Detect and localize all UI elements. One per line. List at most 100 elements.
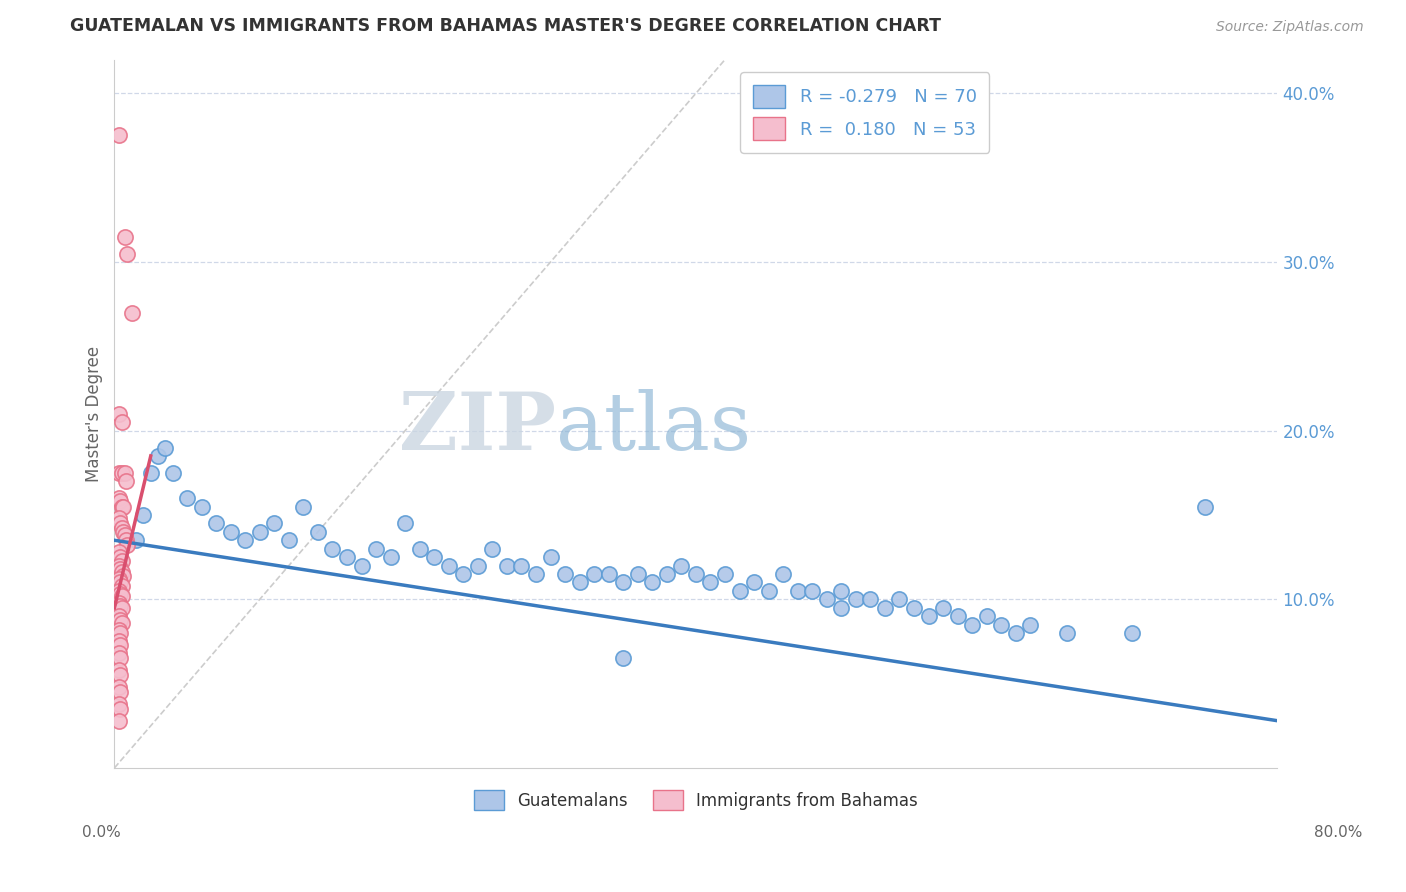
Text: 80.0%: 80.0%	[1315, 825, 1362, 839]
Point	[107, 545, 129, 559]
Point	[249, 524, 271, 539]
Point	[107, 646, 129, 660]
Point	[467, 558, 489, 573]
Point	[772, 566, 794, 581]
Point	[277, 533, 299, 548]
Point	[845, 592, 868, 607]
Point	[219, 524, 242, 539]
Point	[111, 500, 134, 514]
Point	[107, 714, 129, 728]
Point	[107, 558, 129, 573]
Point	[394, 516, 416, 531]
Point	[1194, 500, 1216, 514]
Point	[110, 626, 132, 640]
Point	[437, 558, 460, 573]
Point	[990, 617, 1012, 632]
Point	[110, 685, 132, 699]
Point	[976, 609, 998, 624]
Point	[110, 638, 132, 652]
Point	[307, 524, 329, 539]
Point	[107, 491, 129, 505]
Point	[110, 599, 132, 613]
Point	[139, 466, 162, 480]
Point	[205, 516, 228, 531]
Point	[107, 596, 129, 610]
Point	[685, 566, 707, 581]
Point	[110, 702, 132, 716]
Point	[107, 511, 129, 525]
Y-axis label: Master's Degree: Master's Degree	[86, 346, 103, 482]
Point	[321, 541, 343, 556]
Point	[107, 623, 129, 637]
Point	[121, 305, 143, 319]
Point	[110, 613, 132, 627]
Point	[114, 528, 136, 542]
Point	[728, 583, 751, 598]
Point	[110, 550, 132, 565]
Point	[960, 617, 983, 632]
Point	[786, 583, 808, 598]
Point	[1056, 626, 1078, 640]
Point	[112, 500, 135, 514]
Point	[110, 562, 132, 576]
Point	[801, 583, 824, 598]
Point	[190, 500, 212, 514]
Point	[110, 575, 132, 590]
Point	[107, 697, 129, 711]
Text: Source: ZipAtlas.com: Source: ZipAtlas.com	[1216, 21, 1364, 34]
Point	[112, 568, 135, 582]
Point	[453, 566, 475, 581]
Point	[917, 609, 939, 624]
Point	[107, 407, 129, 421]
Point	[176, 491, 198, 505]
Point	[714, 566, 737, 581]
Point	[758, 583, 780, 598]
Text: GUATEMALAN VS IMMIGRANTS FROM BAHAMAS MASTER'S DEGREE CORRELATION CHART: GUATEMALAN VS IMMIGRANTS FROM BAHAMAS MA…	[70, 17, 941, 35]
Point	[1019, 617, 1042, 632]
Point	[110, 668, 132, 682]
Point	[117, 246, 139, 260]
Text: atlas: atlas	[557, 389, 751, 467]
Point	[350, 558, 373, 573]
Point	[107, 609, 129, 624]
Point	[655, 566, 678, 581]
Point	[699, 575, 721, 590]
Point	[110, 651, 132, 665]
Point	[111, 566, 134, 580]
Point	[107, 634, 129, 648]
Point	[510, 558, 533, 573]
Point	[155, 441, 177, 455]
Point	[671, 558, 693, 573]
Point	[409, 541, 432, 556]
Point	[932, 600, 955, 615]
Point	[111, 615, 134, 630]
Point	[110, 516, 132, 531]
Point	[107, 680, 129, 694]
Point	[107, 583, 129, 598]
Point	[946, 609, 969, 624]
Point	[641, 575, 664, 590]
Point	[423, 550, 446, 565]
Point	[233, 533, 256, 548]
Point	[114, 466, 136, 480]
Point	[380, 550, 402, 565]
Point	[111, 579, 134, 593]
Point	[117, 538, 139, 552]
Point	[292, 500, 315, 514]
Point	[125, 533, 148, 548]
Point	[873, 600, 896, 615]
Point	[162, 466, 184, 480]
Point	[146, 449, 169, 463]
Point	[336, 550, 359, 565]
Point	[830, 600, 852, 615]
Point	[111, 415, 134, 429]
Text: 0.0%: 0.0%	[82, 825, 121, 839]
Point	[859, 592, 882, 607]
Point	[107, 663, 129, 677]
Point	[114, 229, 136, 244]
Point	[112, 524, 135, 539]
Point	[110, 494, 132, 508]
Point	[107, 572, 129, 586]
Point	[110, 587, 132, 601]
Point	[496, 558, 519, 573]
